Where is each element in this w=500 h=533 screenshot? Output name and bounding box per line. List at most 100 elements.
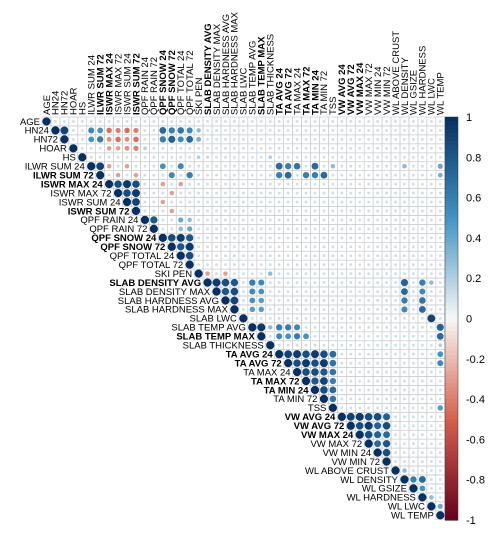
correlation-circle — [268, 254, 272, 258]
correlation-circle — [376, 137, 380, 141]
correlation-circle — [143, 128, 147, 132]
correlation-circle — [268, 128, 272, 132]
correlation-circle — [304, 227, 308, 231]
legend-color-step — [445, 237, 458, 243]
correlation-circle — [322, 272, 326, 276]
legend-color-step — [445, 374, 458, 380]
row-label: SLAB HARDNESS MAX — [125, 305, 229, 316]
correlation-circle — [313, 254, 317, 258]
correlation-circle — [196, 128, 201, 133]
correlation-circle — [206, 218, 210, 222]
correlation-circle — [437, 360, 444, 367]
correlation-circle — [313, 120, 317, 123]
correlation-circle — [249, 279, 256, 286]
correlation-circle — [115, 146, 121, 151]
correlation-circle — [346, 421, 355, 430]
row-label: WL GSIZE — [362, 484, 407, 495]
column-label: AGE — [42, 95, 53, 115]
correlation-circle — [124, 163, 130, 169]
correlation-circle — [123, 180, 132, 189]
correlation-circle — [429, 361, 433, 365]
legend-color-step — [445, 499, 458, 505]
row-label: HOAR — [39, 144, 67, 155]
correlation-circle — [394, 173, 397, 177]
column-label: ILWR SUM 24 — [87, 55, 98, 115]
correlation-circle — [394, 218, 397, 222]
correlation-circle — [340, 379, 344, 383]
correlation-circle — [179, 200, 183, 204]
legend-color-step — [445, 314, 458, 320]
correlation-circle — [331, 263, 335, 267]
correlation-circle — [250, 182, 254, 186]
correlation-circle — [367, 316, 371, 320]
correlation-circle — [232, 173, 236, 177]
correlation-circle — [277, 299, 281, 302]
correlation-circle — [358, 128, 362, 132]
correlation-circle — [403, 173, 406, 177]
legend-color-step — [445, 254, 458, 259]
correlation-circle — [304, 272, 308, 276]
column-label: ILWR SUM 72 — [95, 54, 106, 115]
correlation-circle — [232, 254, 236, 258]
column-label: HN24 — [51, 91, 62, 115]
correlation-circle — [224, 236, 227, 240]
correlation-circle — [420, 236, 424, 240]
correlation-circle — [331, 236, 335, 240]
correlation-circle — [143, 146, 147, 151]
correlation-circle — [132, 198, 140, 206]
correlation-circle — [286, 137, 290, 141]
correlation-circle — [394, 128, 397, 132]
correlation-circle — [331, 191, 335, 195]
correlation-circle — [215, 209, 218, 213]
correlation-circle — [80, 128, 84, 132]
correlation-circle — [340, 290, 344, 293]
correlation-circle — [268, 137, 272, 141]
row-label: WL DENSITY — [340, 475, 398, 486]
correlation-circle — [250, 218, 254, 222]
correlation-circle — [241, 191, 245, 195]
correlation-circle — [385, 334, 389, 338]
correlation-circle — [277, 137, 281, 141]
correlation-circle — [376, 281, 380, 285]
correlation-circle — [394, 460, 397, 464]
correlation-circle — [349, 236, 353, 240]
correlation-circle — [411, 415, 415, 419]
correlation-circle — [394, 442, 397, 446]
correlation-circle — [429, 299, 433, 302]
correlation-circle — [340, 388, 344, 392]
correlation-circle — [394, 164, 397, 168]
correlation-circle — [206, 173, 210, 177]
correlation-circle — [322, 263, 326, 267]
correlation-circle — [411, 290, 415, 293]
correlation-circle — [239, 314, 248, 323]
correlation-circle — [295, 120, 299, 123]
column-label: QPF RAIN 24 — [140, 57, 151, 115]
correlation-circle — [304, 254, 308, 258]
correlation-circle — [257, 323, 266, 332]
correlation-circle — [438, 137, 442, 141]
legend-color-step — [445, 129, 458, 134]
legend-color-step — [445, 205, 458, 211]
correlation-circle — [284, 359, 293, 368]
correlation-circle — [259, 263, 263, 267]
correlation-circle — [411, 424, 415, 428]
correlation-circle — [322, 155, 326, 159]
correlation-circle — [170, 200, 174, 204]
correlation-circle — [429, 433, 433, 437]
correlation-circle — [411, 352, 415, 356]
correlation-circle — [69, 144, 78, 153]
correlation-circle — [367, 272, 371, 276]
correlation-circle — [176, 251, 185, 260]
correlation-circle — [304, 155, 308, 159]
correlation-circle — [385, 316, 389, 320]
column-label: TA MAX 24 — [292, 68, 303, 115]
correlation-circle — [394, 182, 397, 186]
correlation-circle — [401, 297, 408, 304]
correlation-circle — [400, 475, 409, 484]
correlation-circle — [215, 236, 218, 240]
correlation-circle — [241, 164, 245, 168]
correlation-circle — [331, 227, 335, 231]
legend-color-step — [445, 435, 458, 440]
correlation-circle — [241, 236, 245, 240]
